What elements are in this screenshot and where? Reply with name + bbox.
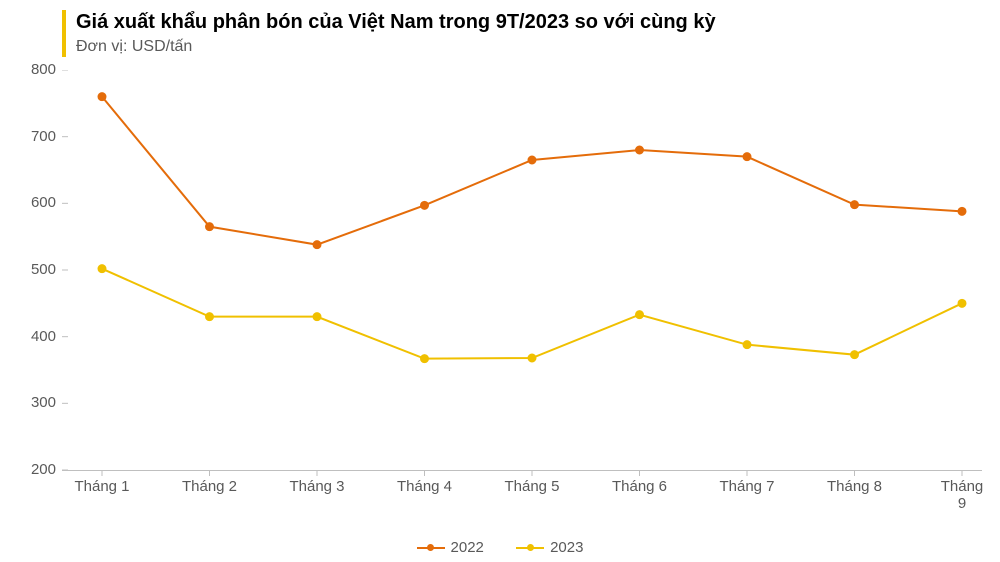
x-tick-label: Tháng 2 (182, 478, 237, 495)
chart-container: Giá xuất khẩu phân bón của Việt Nam tron… (0, 0, 1000, 562)
x-tick-label: Tháng 1 (74, 478, 129, 495)
y-tick-label: 600 (6, 194, 56, 211)
legend: 2022 2023 (0, 536, 1000, 557)
title-block: Giá xuất khẩu phân bón của Việt Nam tron… (62, 10, 716, 57)
plot-svg (62, 70, 982, 490)
legend-item-2023: 2023 (516, 539, 583, 556)
y-tick-label: 800 (6, 61, 56, 78)
y-tick-label: 200 (6, 461, 56, 478)
x-tick-label: Tháng 5 (504, 478, 559, 495)
x-tick-label: Tháng 4 (397, 478, 452, 495)
legend-item-2022: 2022 (417, 539, 484, 556)
legend-label: 2022 (451, 539, 484, 556)
x-tick-label: Tháng 3 (289, 478, 344, 495)
x-tick-label: Tháng 7 (719, 478, 774, 495)
y-tick-label: 300 (6, 394, 56, 411)
chart-title: Giá xuất khẩu phân bón của Việt Nam tron… (76, 10, 716, 35)
y-tick-label: 400 (6, 328, 56, 345)
chart-subtitle: Đơn vị: USD/tấn (76, 37, 716, 57)
x-tick-label: Tháng 9 (941, 478, 984, 512)
x-tick-label: Tháng 8 (827, 478, 882, 495)
x-tick-label: Tháng 6 (612, 478, 667, 495)
y-tick-label: 500 (6, 261, 56, 278)
y-tick-label: 700 (6, 128, 56, 145)
plot-area (62, 70, 982, 490)
legend-label: 2023 (550, 539, 583, 556)
legend-swatch-2023 (516, 547, 544, 549)
legend-swatch-2022 (417, 547, 445, 549)
